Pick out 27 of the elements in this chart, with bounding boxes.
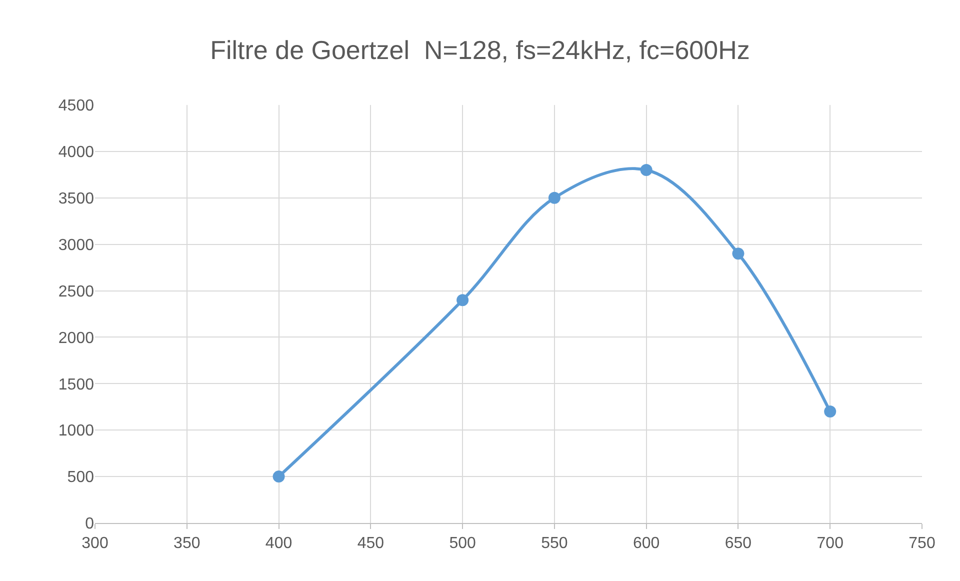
x-tick-label: 600 <box>632 535 660 552</box>
x-tick-label: 650 <box>724 535 752 552</box>
x-tick-label: 550 <box>541 535 568 552</box>
y-tick-label: 3500 <box>58 190 94 208</box>
x-tick-label: 300 <box>82 535 108 552</box>
point <box>272 470 285 483</box>
y-tick-label: 1000 <box>58 422 94 440</box>
x-tick-label: 500 <box>449 535 476 552</box>
point <box>824 406 836 418</box>
y-tick-label: 1500 <box>58 376 94 394</box>
y-tick-label: 2000 <box>58 330 94 347</box>
chart-title: Filtre de Goertzel N=128, fs=24kHz, fc=600Hz <box>210 34 750 65</box>
x-tick-label: 350 <box>174 535 200 552</box>
x-tick-label: 400 <box>265 535 292 552</box>
point <box>456 294 469 306</box>
y-tick-label: 4500 <box>58 98 94 115</box>
x-tick-label: 750 <box>908 535 936 552</box>
y-tick-label: 3000 <box>58 236 94 254</box>
point <box>548 192 560 204</box>
point <box>732 248 744 260</box>
point <box>640 164 652 176</box>
y-tick-label: 4000 <box>58 144 94 162</box>
x-tick-label: 700 <box>816 535 844 552</box>
y-tick-label: 500 <box>67 469 94 486</box>
x-tick-label: 450 <box>357 535 384 552</box>
y-tick-label: 2500 <box>58 283 94 300</box>
y-tick-label: 0 <box>85 516 94 533</box>
